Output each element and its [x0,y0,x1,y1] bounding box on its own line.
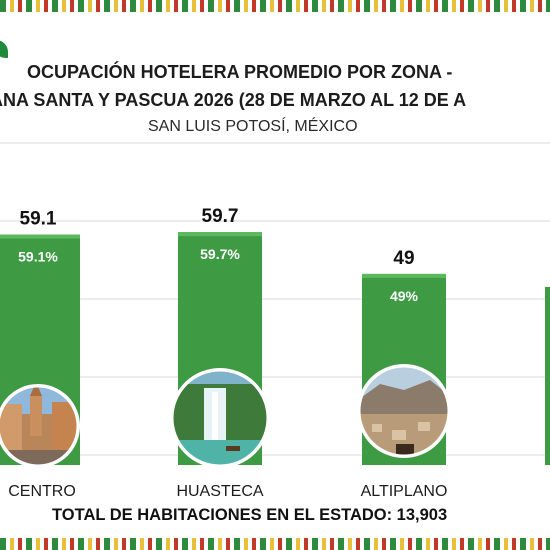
chart-title-line-1: OCUPACIÓN HOTELERA PROMEDIO POR ZONA - [27,62,453,82]
chart-footer: TOTAL DE HABITACIONES EN EL ESTADO: 13,9… [52,506,448,524]
percent-label: 59.1% [18,249,58,265]
category-label: ALTIPLANO [361,483,448,500]
waterfall-photo-icon [170,368,270,468]
city-photo-icon [0,384,80,468]
desert-town-photo-icon [357,364,451,458]
bar-highlight [362,273,446,278]
bar-highlight [0,234,80,239]
leaf-icon [0,40,8,58]
value-label: 49 [393,248,414,269]
percent-label: 49% [390,288,419,304]
value-label: 59.7 [202,206,239,227]
decorative-border-bottom [0,538,550,550]
bar-cut-off [545,287,550,465]
value-label: 59.1 [20,209,57,230]
bar-highlight [178,232,262,237]
category-label: CENTRO [8,483,76,500]
category-label: HUASTECA [176,483,263,500]
chart-subtitle: SAN LUIS POTOSÍ, MÉXICO [148,118,358,135]
percent-label: 59.7% [200,246,240,262]
decorative-border-top [0,0,550,12]
chart-title-line-2: ANA SANTA Y PASCUA 2026 (28 DE MARZO AL … [0,90,467,110]
